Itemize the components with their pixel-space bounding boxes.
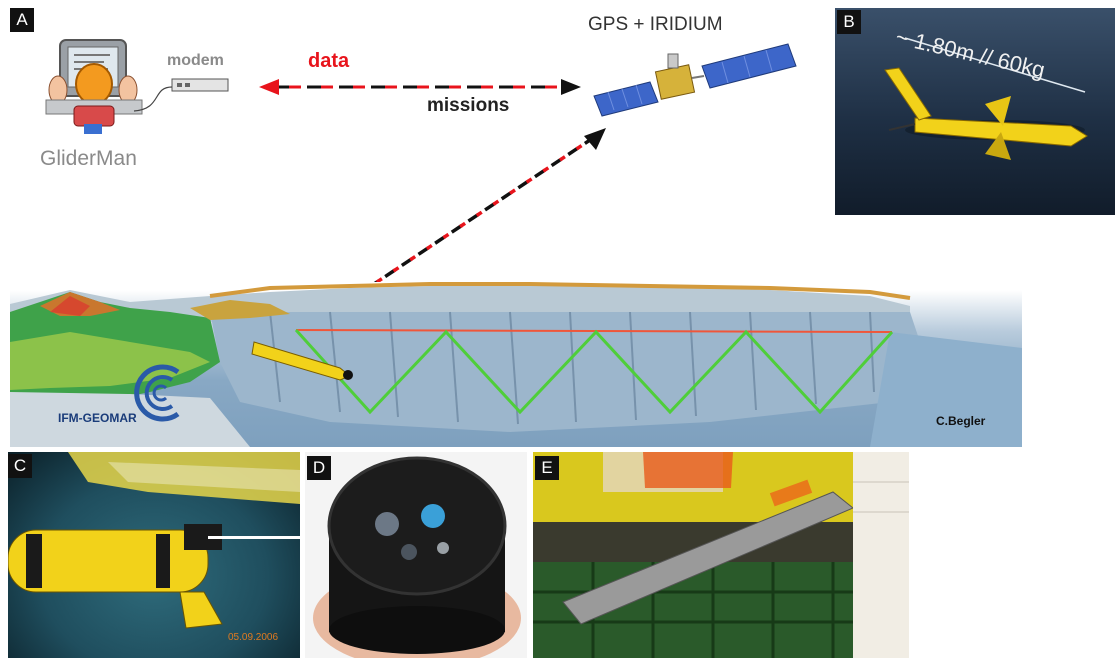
ifm-geomar-label: IFM-GEOMAR: [58, 411, 137, 425]
modem-label: modem: [167, 52, 224, 69]
seafloor-map: IFM-GEOMAR C.Begler: [10, 282, 1022, 447]
modem-cable: [132, 85, 174, 115]
panel-label-a: A: [10, 8, 34, 32]
panel-label-d: D: [307, 456, 331, 480]
photo-sensor-closeup: D: [305, 452, 527, 658]
gliderman-label: GliderMan: [40, 147, 137, 170]
credit-label: C.Begler: [936, 414, 986, 428]
modem-icon: [171, 77, 229, 93]
date-stamp: 05.09.2006: [228, 632, 279, 643]
data-missions-arrow: [255, 76, 585, 98]
panel-label-e: E: [535, 456, 559, 480]
ifm-geomar-logo-icon: [128, 364, 194, 422]
data-label: data: [308, 50, 350, 72]
panel-label-c: C: [8, 454, 32, 478]
photo-glider-hull: E: [533, 452, 909, 658]
satellite-icon: [592, 38, 802, 120]
missions-label: missions: [427, 95, 510, 116]
gliderman-figure: [38, 38, 148, 138]
satellite-label: GPS + IRIDIUM: [588, 14, 723, 35]
photo-glider-surface: B ~ 1.80m // 60kg: [835, 8, 1115, 215]
photo-glider-underwater: C 05.09.2006: [8, 452, 300, 658]
panel-label-b: B: [837, 10, 861, 34]
